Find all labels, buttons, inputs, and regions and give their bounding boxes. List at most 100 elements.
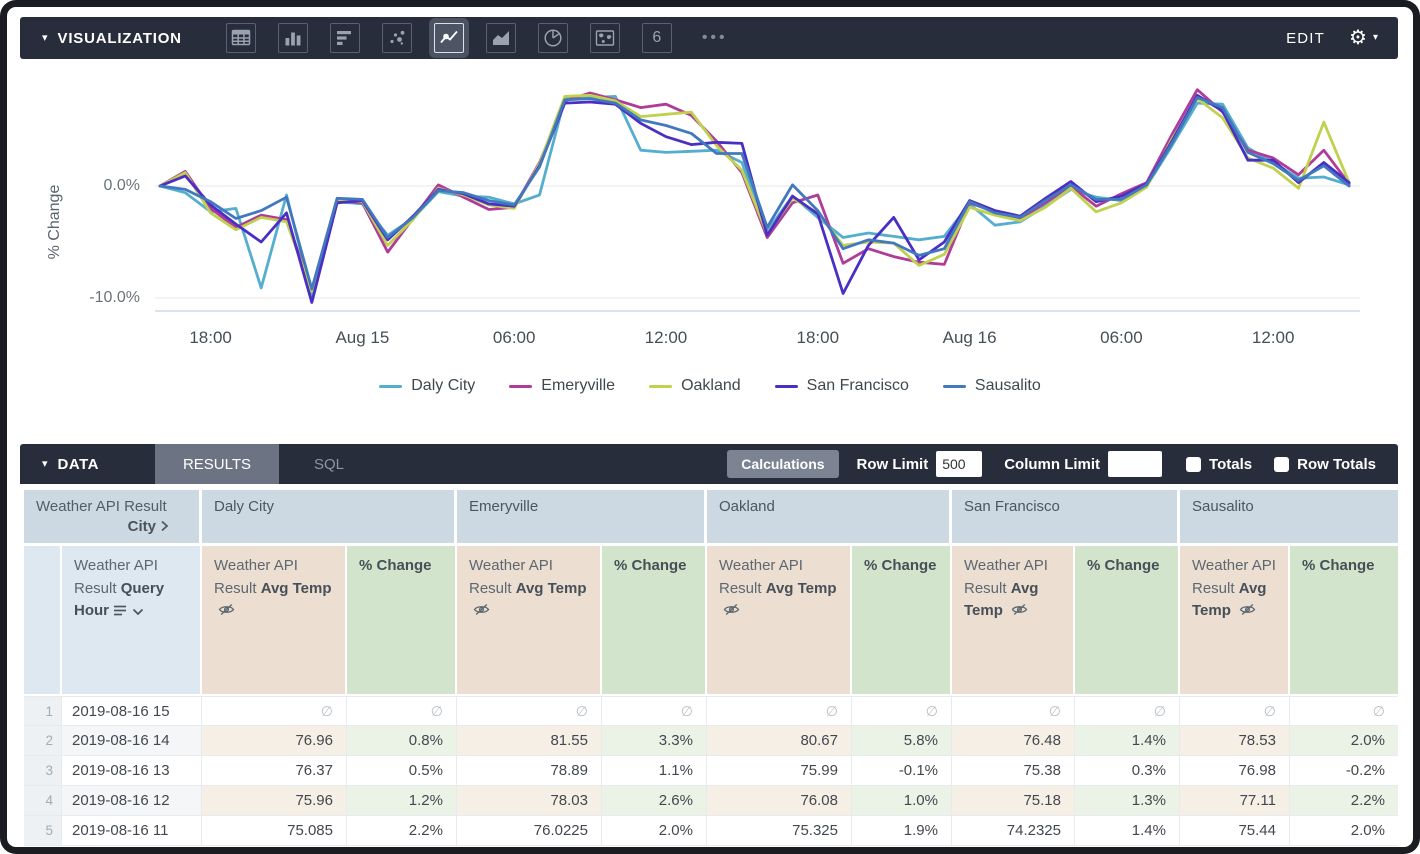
- value-cell[interactable]: 77.11: [1180, 786, 1290, 816]
- value-cell[interactable]: 74.2325: [952, 816, 1075, 846]
- value-cell[interactable]: 75.085: [202, 816, 347, 846]
- value-cell[interactable]: 75.96: [202, 786, 347, 816]
- avg-temp-header[interactable]: Weather API Result Avg Temp: [202, 546, 347, 696]
- value-cell[interactable]: 75.18: [952, 786, 1075, 816]
- gear-caret-down-icon[interactable]: ▾: [1372, 32, 1378, 43]
- value-cell[interactable]: 76.96: [202, 726, 347, 756]
- viz-type-column-chart-icon[interactable]: [277, 23, 308, 53]
- value-cell[interactable]: 76.08: [707, 786, 852, 816]
- value-cell[interactable]: 78.03: [457, 786, 602, 816]
- row-limit-input[interactable]: [936, 451, 983, 477]
- value-cell[interactable]: 1.0%: [852, 786, 952, 816]
- viz-type-table-icon[interactable]: [225, 23, 256, 53]
- value-cell[interactable]: 75.38: [952, 756, 1075, 786]
- value-cell[interactable]: 80.67: [707, 726, 852, 756]
- legend-item-emeryville[interactable]: Emeryville: [509, 377, 615, 395]
- query-hour-header[interactable]: Weather API Result Query Hour: [62, 546, 202, 696]
- pct-change-header[interactable]: % Change: [852, 546, 952, 696]
- value-cell[interactable]: 1.9%: [852, 816, 952, 846]
- value-cell[interactable]: 1.1%: [602, 756, 707, 786]
- value-cell[interactable]: ∅: [457, 696, 602, 726]
- value-cell[interactable]: 0.8%: [347, 726, 457, 756]
- viz-type-area-chart-icon[interactable]: [485, 23, 516, 53]
- avg-temp-header[interactable]: Weather API Result Avg Temp: [1180, 546, 1290, 696]
- value-cell[interactable]: ∅: [1180, 696, 1290, 726]
- query-hour-cell[interactable]: 2019-08-16 12: [62, 786, 202, 816]
- pct-change-header[interactable]: % Change: [602, 546, 707, 696]
- gear-icon[interactable]: ⚙: [1349, 27, 1367, 49]
- viz-type-bar-chart-icon[interactable]: [329, 23, 360, 53]
- legend-item-san-francisco[interactable]: San Francisco: [774, 377, 909, 395]
- value-cell[interactable]: ∅: [952, 696, 1075, 726]
- value-cell[interactable]: ∅: [347, 696, 457, 726]
- viz-type-map-icon[interactable]: [589, 23, 620, 53]
- avg-temp-header[interactable]: Weather API Result Avg Temp: [952, 546, 1075, 696]
- value-cell[interactable]: 2.0%: [602, 816, 707, 846]
- data-section-toggle[interactable]: ▾ DATA: [20, 444, 155, 484]
- query-hour-cell[interactable]: 2019-08-16 13: [62, 756, 202, 786]
- value-cell[interactable]: 76.98: [1180, 756, 1290, 786]
- value-cell[interactable]: 2.2%: [347, 816, 457, 846]
- value-cell[interactable]: 5.8%: [852, 726, 952, 756]
- value-cell[interactable]: 1.4%: [1075, 816, 1180, 846]
- pivot-value-header[interactable]: Sausalito: [1180, 490, 1398, 546]
- value-cell[interactable]: ∅: [1075, 696, 1180, 726]
- query-hour-cell[interactable]: 2019-08-16 15: [62, 696, 202, 726]
- value-cell[interactable]: 75.99: [707, 756, 852, 786]
- value-cell[interactable]: 2.0%: [1290, 816, 1398, 846]
- viz-type-single-value-icon[interactable]: 6: [641, 23, 672, 53]
- value-cell[interactable]: 2.6%: [602, 786, 707, 816]
- avg-temp-header[interactable]: Weather API Result Avg Temp: [707, 546, 852, 696]
- value-cell[interactable]: 3.3%: [602, 726, 707, 756]
- viz-type-scatter-icon[interactable]: [381, 23, 412, 53]
- calculations-button[interactable]: Calculations: [727, 450, 839, 478]
- pivot-value-header[interactable]: Oakland: [707, 490, 952, 546]
- value-cell[interactable]: 0.5%: [347, 756, 457, 786]
- caret-down-icon[interactable]: ▾: [42, 31, 48, 44]
- value-cell[interactable]: 76.0225: [457, 816, 602, 846]
- value-cell[interactable]: ∅: [602, 696, 707, 726]
- visualization-title[interactable]: VISUALIZATION: [57, 29, 182, 47]
- viz-type-pie-chart-icon[interactable]: [537, 23, 568, 53]
- column-limit-input[interactable]: [1108, 451, 1163, 477]
- row-totals-checkbox[interactable]: [1274, 456, 1290, 472]
- more-viz-types-icon[interactable]: •••: [701, 29, 728, 46]
- value-cell[interactable]: -0.2%: [1290, 756, 1398, 786]
- edit-button[interactable]: EDIT: [1286, 29, 1326, 47]
- pivot-dimension-header[interactable]: Weather API Result City: [24, 490, 202, 546]
- value-cell[interactable]: ∅: [707, 696, 852, 726]
- query-hour-cell[interactable]: 2019-08-16 14: [62, 726, 202, 756]
- value-cell[interactable]: 78.89: [457, 756, 602, 786]
- legend-item-daly-city[interactable]: Daly City: [379, 377, 475, 395]
- avg-temp-header[interactable]: Weather API Result Avg Temp: [457, 546, 602, 696]
- query-hour-cell[interactable]: 2019-08-16 11: [62, 816, 202, 846]
- value-cell[interactable]: 1.2%: [347, 786, 457, 816]
- value-cell[interactable]: 1.3%: [1075, 786, 1180, 816]
- totals-checkbox[interactable]: [1186, 456, 1202, 472]
- tab-sql[interactable]: SQL: [313, 455, 344, 473]
- value-cell[interactable]: 75.44: [1180, 816, 1290, 846]
- pct-change-header[interactable]: % Change: [1075, 546, 1180, 696]
- value-cell[interactable]: ∅: [1290, 696, 1398, 726]
- value-cell[interactable]: 0.3%: [1075, 756, 1180, 786]
- value-cell[interactable]: 2.0%: [1290, 726, 1398, 756]
- value-cell[interactable]: 1.4%: [1075, 726, 1180, 756]
- legend-item-oakland[interactable]: Oakland: [649, 377, 741, 395]
- tab-results[interactable]: RESULTS: [155, 444, 279, 484]
- pct-change-header[interactable]: % Change: [347, 546, 457, 696]
- value-cell[interactable]: ∅: [852, 696, 952, 726]
- pct-change-header[interactable]: % Change: [1290, 546, 1398, 696]
- pivot-value-header[interactable]: Emeryville: [457, 490, 707, 546]
- value-cell[interactable]: ∅: [202, 696, 347, 726]
- legend-item-sausalito[interactable]: Sausalito: [942, 377, 1041, 395]
- value-cell[interactable]: 76.48: [952, 726, 1075, 756]
- pivot-value-header[interactable]: Daly City: [202, 490, 457, 546]
- value-cell[interactable]: 2.2%: [1290, 786, 1398, 816]
- value-cell[interactable]: 76.37: [202, 756, 347, 786]
- viz-type-line-chart-icon[interactable]: [433, 23, 464, 53]
- value-cell[interactable]: -0.1%: [852, 756, 952, 786]
- value-cell[interactable]: 81.55: [457, 726, 602, 756]
- value-cell[interactable]: 75.325: [707, 816, 852, 846]
- pivot-value-header[interactable]: San Francisco: [952, 490, 1180, 546]
- value-cell[interactable]: 78.53: [1180, 726, 1290, 756]
